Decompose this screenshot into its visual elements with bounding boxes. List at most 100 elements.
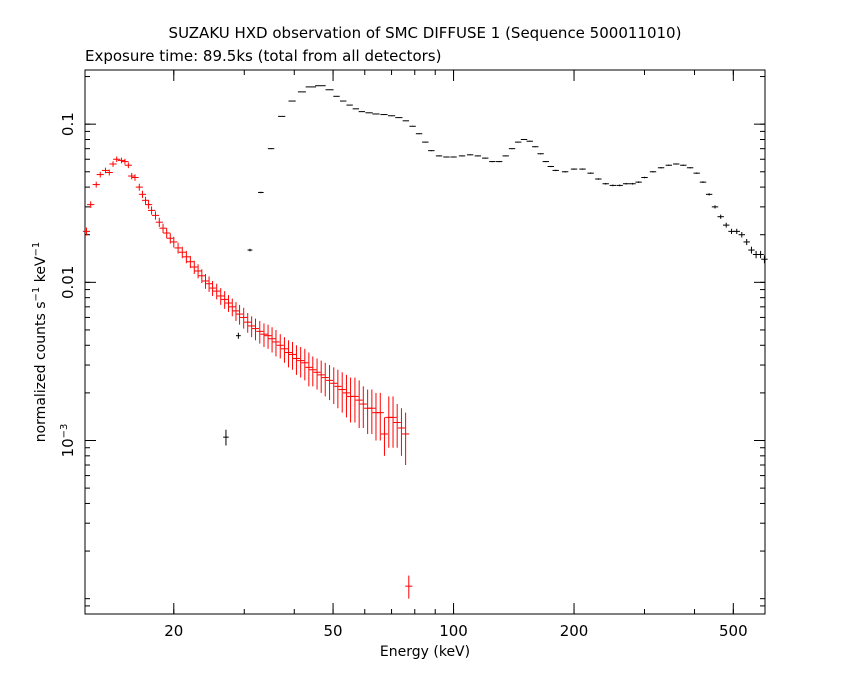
data-point [402,120,410,122]
data-point [514,141,522,143]
data-point [235,332,241,339]
data-point [380,114,388,116]
data-point [223,429,229,446]
data-point [387,115,396,117]
data-point [101,167,110,174]
data-point [205,276,213,292]
data-point [141,196,150,205]
y-minor-ticks [85,76,765,607]
data-point [305,352,313,387]
data-point [280,337,289,363]
data-point [82,227,91,236]
data-point [334,369,342,409]
data-point [458,155,466,157]
data-point [159,223,167,234]
data-point [87,201,95,209]
y-tick-label: 0.01 [59,266,77,299]
data-point [151,211,160,220]
data-point [641,176,648,179]
data-point [272,329,280,357]
chart-title: SUZAKU HXD observation of SMC DIFFUSE 1 … [169,24,682,42]
data-point [602,182,609,185]
y-tick-label: 10−3 [59,424,77,458]
data-point [228,298,236,317]
data-point [170,236,178,248]
data-point [673,163,680,165]
data-point [224,295,233,312]
data-point [276,334,284,359]
data-point [629,182,636,185]
data-point [288,341,297,370]
data-point [526,140,533,142]
data-point [428,150,435,152]
data-point [155,217,163,227]
data-point [738,232,745,238]
data-point [117,157,126,164]
data-point [372,392,380,441]
data-point [124,162,132,169]
data-point [163,228,171,239]
data-point [301,348,309,381]
data-point [105,169,113,176]
data-point [368,389,376,434]
data-point [268,327,276,353]
data-point [402,412,410,466]
data-point [128,172,136,180]
data-point [680,164,687,166]
data-point [508,148,516,150]
data-point [686,167,694,169]
data-point [352,108,360,110]
y-axis: 10−3 0.01 0.1 [59,112,765,457]
data-point [537,153,544,155]
data-point [258,191,264,194]
data-point [376,392,384,441]
data-point [144,200,153,209]
x-axis-label: Energy (keV) [380,644,470,660]
x-minor-ticks [173,70,734,614]
data-point [609,184,617,187]
data-point [248,316,256,338]
data-point [92,181,100,188]
plot-frame [84,69,766,615]
data-point [372,113,380,115]
data-point [256,320,264,344]
data-point [342,374,351,418]
data-point [208,280,217,296]
data-point [649,171,657,173]
data-point [292,345,301,375]
data-point [346,377,355,423]
data-point [616,184,623,187]
data-point [338,372,346,413]
data-point [699,181,707,183]
data-point [194,264,202,279]
y-axis-label-unit: keV [33,256,49,287]
data-point [264,324,272,349]
data-point [665,164,673,166]
data-point [351,377,359,423]
data-point [435,155,443,157]
data-point [415,133,423,135]
data-point [380,417,389,456]
data-point [251,318,260,341]
data-point [748,246,755,254]
data-point [405,575,413,599]
data-point [422,141,429,143]
data-point [244,312,252,333]
data-point [520,138,528,140]
y-axis-label-exp1: −1 [31,287,42,302]
data-point [365,112,373,114]
y-axis-label-exp2: −1 [31,242,42,257]
data-point [358,111,366,113]
data-point [579,168,586,170]
data-point [389,396,397,448]
data-point [96,171,104,178]
data-point [450,156,457,158]
x-tick-label: 500 [719,622,748,640]
data-point [385,396,393,448]
data-point [359,386,367,428]
data-point [547,165,555,168]
data-point [733,228,740,235]
data-point [622,182,630,185]
series-layer [82,85,768,599]
data-point [635,181,642,183]
